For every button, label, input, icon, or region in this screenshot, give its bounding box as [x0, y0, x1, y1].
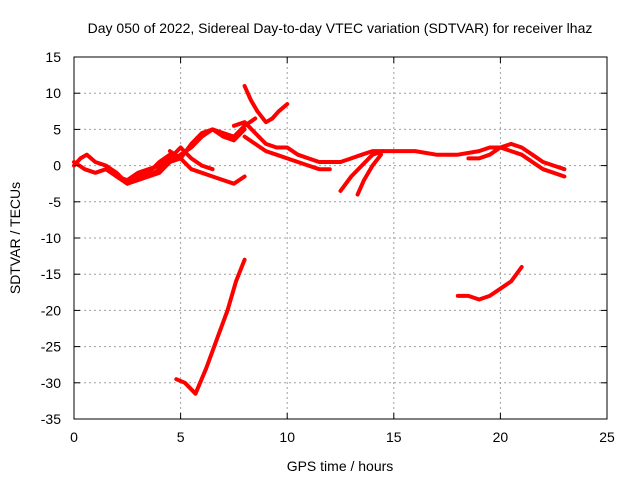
series-arc-k	[466, 141, 567, 172]
y-tick-label: -25	[41, 339, 61, 355]
x-tick-label: 0	[70, 429, 78, 445]
series-arc-h	[231, 120, 332, 164]
series-arc-f	[178, 116, 258, 161]
y-tick-label: 5	[53, 121, 61, 137]
y-tick-label: -20	[41, 302, 61, 318]
y-tick-label: -15	[41, 266, 61, 282]
y-tick-label: -35	[41, 411, 61, 427]
x-tick-label: 15	[386, 429, 402, 445]
x-tick-label: 10	[279, 429, 295, 445]
series-arc-o	[455, 265, 524, 302]
data-series	[72, 84, 567, 396]
y-tick-label: 0	[53, 158, 61, 174]
series-arc-i	[242, 134, 332, 172]
x-tick-label: 25	[599, 429, 615, 445]
series-arc-g	[242, 84, 290, 125]
series-arc-c	[114, 145, 215, 183]
x-tick-label: 5	[177, 429, 185, 445]
series-arc-m	[355, 152, 383, 197]
y-axis-label: SDTVAR / TECUs	[7, 182, 23, 294]
y-tick-label: 15	[45, 49, 61, 65]
y-tick-label: -30	[41, 375, 61, 391]
chart-title: Day 050 of 2022, Sidereal Day-to-day VTE…	[88, 20, 593, 36]
series-arc-l	[338, 149, 386, 193]
axis-ticks: 0 5 10 15 20 25 15 10 5 0 -5 -10 -15 -20 -25 -30 -35	[41, 49, 615, 445]
x-axis-label: GPS time / hours	[287, 458, 394, 474]
series-arc-j	[327, 145, 567, 179]
x-tick-label: 20	[493, 429, 509, 445]
grid	[74, 57, 607, 419]
series-arc-e	[167, 149, 247, 186]
series-arc-d	[146, 127, 247, 179]
y-tick-label: 10	[45, 85, 61, 101]
y-tick-label: -5	[49, 194, 62, 210]
y-tick-label: -10	[41, 230, 61, 246]
series-arc-n	[174, 257, 247, 396]
